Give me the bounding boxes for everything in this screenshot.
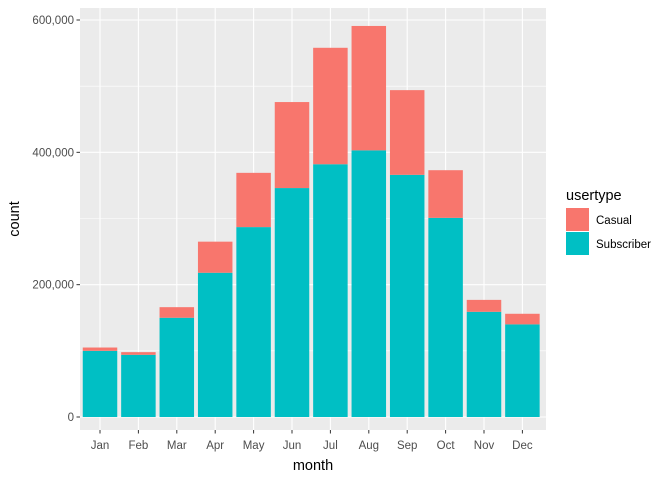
legend-label-subscriber: Subscriber: [596, 239, 651, 251]
bar-subscriber-aug: [351, 150, 387, 417]
legend-title: usertype: [566, 188, 622, 204]
x-tick-label-oct: Oct: [437, 440, 456, 452]
bar-casual-apr: [197, 241, 233, 273]
bar-subscriber-mar: [159, 317, 195, 417]
legend-label-casual: Casual: [596, 215, 632, 227]
bar-subscriber-jun: [274, 188, 310, 417]
y-tick-label: 600,000: [32, 15, 74, 27]
x-tick-label-jul: Jul: [323, 440, 338, 452]
bar-casual-oct: [428, 170, 463, 218]
bar-casual-aug: [351, 25, 387, 151]
x-axis-title: month: [293, 458, 333, 474]
bar-subscriber-may: [236, 227, 271, 417]
bar-casual-jun: [274, 102, 310, 189]
bar-subscriber-nov: [466, 311, 502, 417]
bar-subscriber-sep: [389, 174, 425, 417]
y-tick-label: 0: [68, 412, 74, 424]
bar-subscriber-oct: [428, 217, 463, 417]
bars: [82, 25, 540, 417]
bar-casual-jan: [82, 347, 118, 351]
x-tick-label-jun: Jun: [283, 440, 302, 452]
bar-subscriber-apr: [197, 272, 233, 417]
x-tick-label-jan: Jan: [91, 440, 110, 452]
x-tick-label-aug: Aug: [359, 440, 379, 452]
bar-casual-mar: [159, 307, 195, 318]
bar-casual-feb: [121, 352, 156, 355]
bar-casual-may: [236, 172, 271, 228]
legend: usertype Casual Subscriber: [566, 188, 651, 255]
bar-casual-sep: [389, 90, 425, 175]
bar-casual-jul: [313, 47, 348, 165]
x-tick-label-may: May: [243, 440, 265, 452]
bar-subscriber-feb: [121, 354, 156, 417]
x-tick-label-feb: Feb: [128, 440, 148, 452]
legend-swatch-subscriber: [566, 232, 589, 255]
bar-casual-nov: [466, 299, 502, 312]
x-tick-label-dec: Dec: [512, 440, 533, 452]
y-axis-title: count: [7, 201, 23, 236]
bar-casual-dec: [505, 313, 540, 325]
x-axis: Jan Feb Mar Apr May Jun Jul Aug Sep Oct Nov Dec: [91, 430, 533, 452]
x-tick-label-mar: Mar: [167, 440, 187, 452]
x-tick-label-nov: Nov: [474, 440, 495, 452]
x-tick-label-apr: Apr: [206, 440, 224, 452]
bar-subscriber-jul: [313, 164, 348, 417]
y-tick-label: 200,000: [32, 280, 74, 292]
bar-subscriber-jan: [82, 350, 118, 417]
bar-subscriber-dec: [505, 324, 540, 417]
y-tick-label: 400,000: [32, 147, 74, 159]
y-axis: 0 200,000 400,000 600,000: [32, 15, 80, 424]
x-tick-label-sep: Sep: [397, 440, 417, 452]
legend-swatch-casual: [566, 208, 589, 231]
